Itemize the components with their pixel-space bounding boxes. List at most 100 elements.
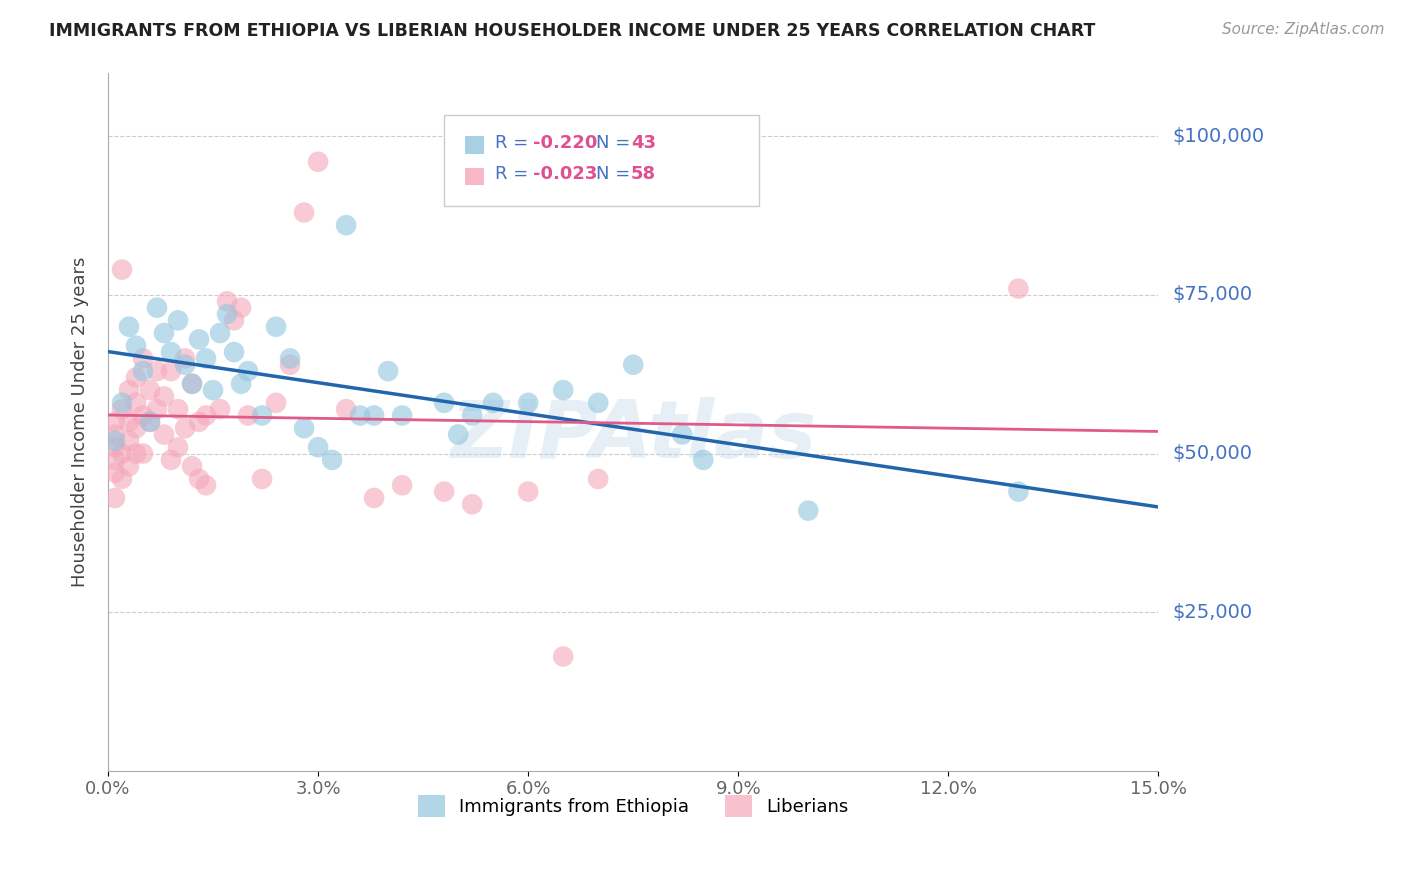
Point xyxy=(167,313,190,327)
Point xyxy=(139,383,162,397)
Text: 58: 58 xyxy=(631,165,657,183)
Point xyxy=(160,345,183,359)
Text: ZIPAtlas: ZIPAtlas xyxy=(450,397,817,475)
Point xyxy=(517,396,540,410)
Point xyxy=(208,402,231,417)
Text: R =: R = xyxy=(495,165,533,183)
Text: $100,000: $100,000 xyxy=(1173,127,1264,146)
Point xyxy=(202,383,225,397)
Text: IMMIGRANTS FROM ETHIOPIA VS LIBERIAN HOUSEHOLDER INCOME UNDER 25 YEARS CORRELATI: IMMIGRANTS FROM ETHIOPIA VS LIBERIAN HOU… xyxy=(49,22,1095,40)
Point xyxy=(433,484,456,499)
Point xyxy=(118,383,141,397)
Point xyxy=(181,376,204,391)
Point xyxy=(586,472,609,486)
Point xyxy=(153,326,176,340)
Point xyxy=(146,402,169,417)
Point xyxy=(349,409,371,423)
Point xyxy=(125,339,148,353)
Point xyxy=(188,415,211,429)
FancyBboxPatch shape xyxy=(465,168,484,186)
Text: R =: R = xyxy=(495,134,533,152)
Point xyxy=(104,453,127,467)
Point xyxy=(104,466,127,480)
Text: $75,000: $75,000 xyxy=(1173,285,1253,304)
Text: -0.023: -0.023 xyxy=(533,165,598,183)
Point xyxy=(692,453,714,467)
Point xyxy=(447,427,470,442)
Point xyxy=(391,409,413,423)
Y-axis label: Householder Income Under 25 years: Householder Income Under 25 years xyxy=(72,257,89,587)
Point xyxy=(111,396,134,410)
Point xyxy=(377,364,399,378)
Point xyxy=(146,301,169,315)
Point xyxy=(433,396,456,410)
Point xyxy=(118,415,141,429)
Point xyxy=(621,358,644,372)
Point xyxy=(125,421,148,435)
Point xyxy=(167,402,190,417)
Point xyxy=(111,402,134,417)
Point xyxy=(208,326,231,340)
Point xyxy=(104,415,127,429)
Point xyxy=(125,396,148,410)
Point xyxy=(174,421,197,435)
Text: -0.220: -0.220 xyxy=(533,134,598,152)
Point xyxy=(307,440,329,454)
Point xyxy=(236,364,259,378)
Point xyxy=(278,358,301,372)
Point xyxy=(482,396,505,410)
Point xyxy=(132,409,155,423)
Point xyxy=(174,358,197,372)
Point xyxy=(195,409,218,423)
Point xyxy=(1007,282,1029,296)
Point xyxy=(132,351,155,366)
Point xyxy=(215,294,238,309)
Point xyxy=(671,427,693,442)
Point xyxy=(517,484,540,499)
Point xyxy=(160,364,183,378)
Text: $50,000: $50,000 xyxy=(1173,444,1253,463)
Point xyxy=(139,415,162,429)
Point xyxy=(335,402,357,417)
Point xyxy=(188,332,211,346)
Point xyxy=(222,313,245,327)
Text: 43: 43 xyxy=(631,134,657,152)
Point xyxy=(264,319,287,334)
Point xyxy=(174,351,197,366)
Point xyxy=(132,364,155,378)
Point xyxy=(153,389,176,403)
Text: Source: ZipAtlas.com: Source: ZipAtlas.com xyxy=(1222,22,1385,37)
Text: N =: N = xyxy=(596,134,637,152)
Point xyxy=(118,459,141,474)
Point xyxy=(195,478,218,492)
Point xyxy=(553,383,575,397)
Point xyxy=(278,351,301,366)
Point xyxy=(118,319,141,334)
Point xyxy=(335,218,357,232)
FancyBboxPatch shape xyxy=(444,115,759,205)
Point xyxy=(188,472,211,486)
Point xyxy=(250,409,273,423)
FancyBboxPatch shape xyxy=(465,136,484,154)
Point xyxy=(292,205,315,219)
Point xyxy=(222,345,245,359)
Point xyxy=(153,427,176,442)
Point xyxy=(307,154,329,169)
Point xyxy=(104,491,127,505)
Point xyxy=(215,307,238,321)
Point xyxy=(125,446,148,460)
Point xyxy=(160,453,183,467)
Point xyxy=(104,427,127,442)
Point xyxy=(363,491,385,505)
Point xyxy=(321,453,343,467)
Point xyxy=(586,396,609,410)
Point xyxy=(292,421,315,435)
Point xyxy=(553,649,575,664)
Point xyxy=(111,262,134,277)
Point xyxy=(195,351,218,366)
Point xyxy=(111,446,134,460)
Point xyxy=(461,409,484,423)
Point xyxy=(181,376,204,391)
Point xyxy=(264,396,287,410)
Point xyxy=(132,446,155,460)
